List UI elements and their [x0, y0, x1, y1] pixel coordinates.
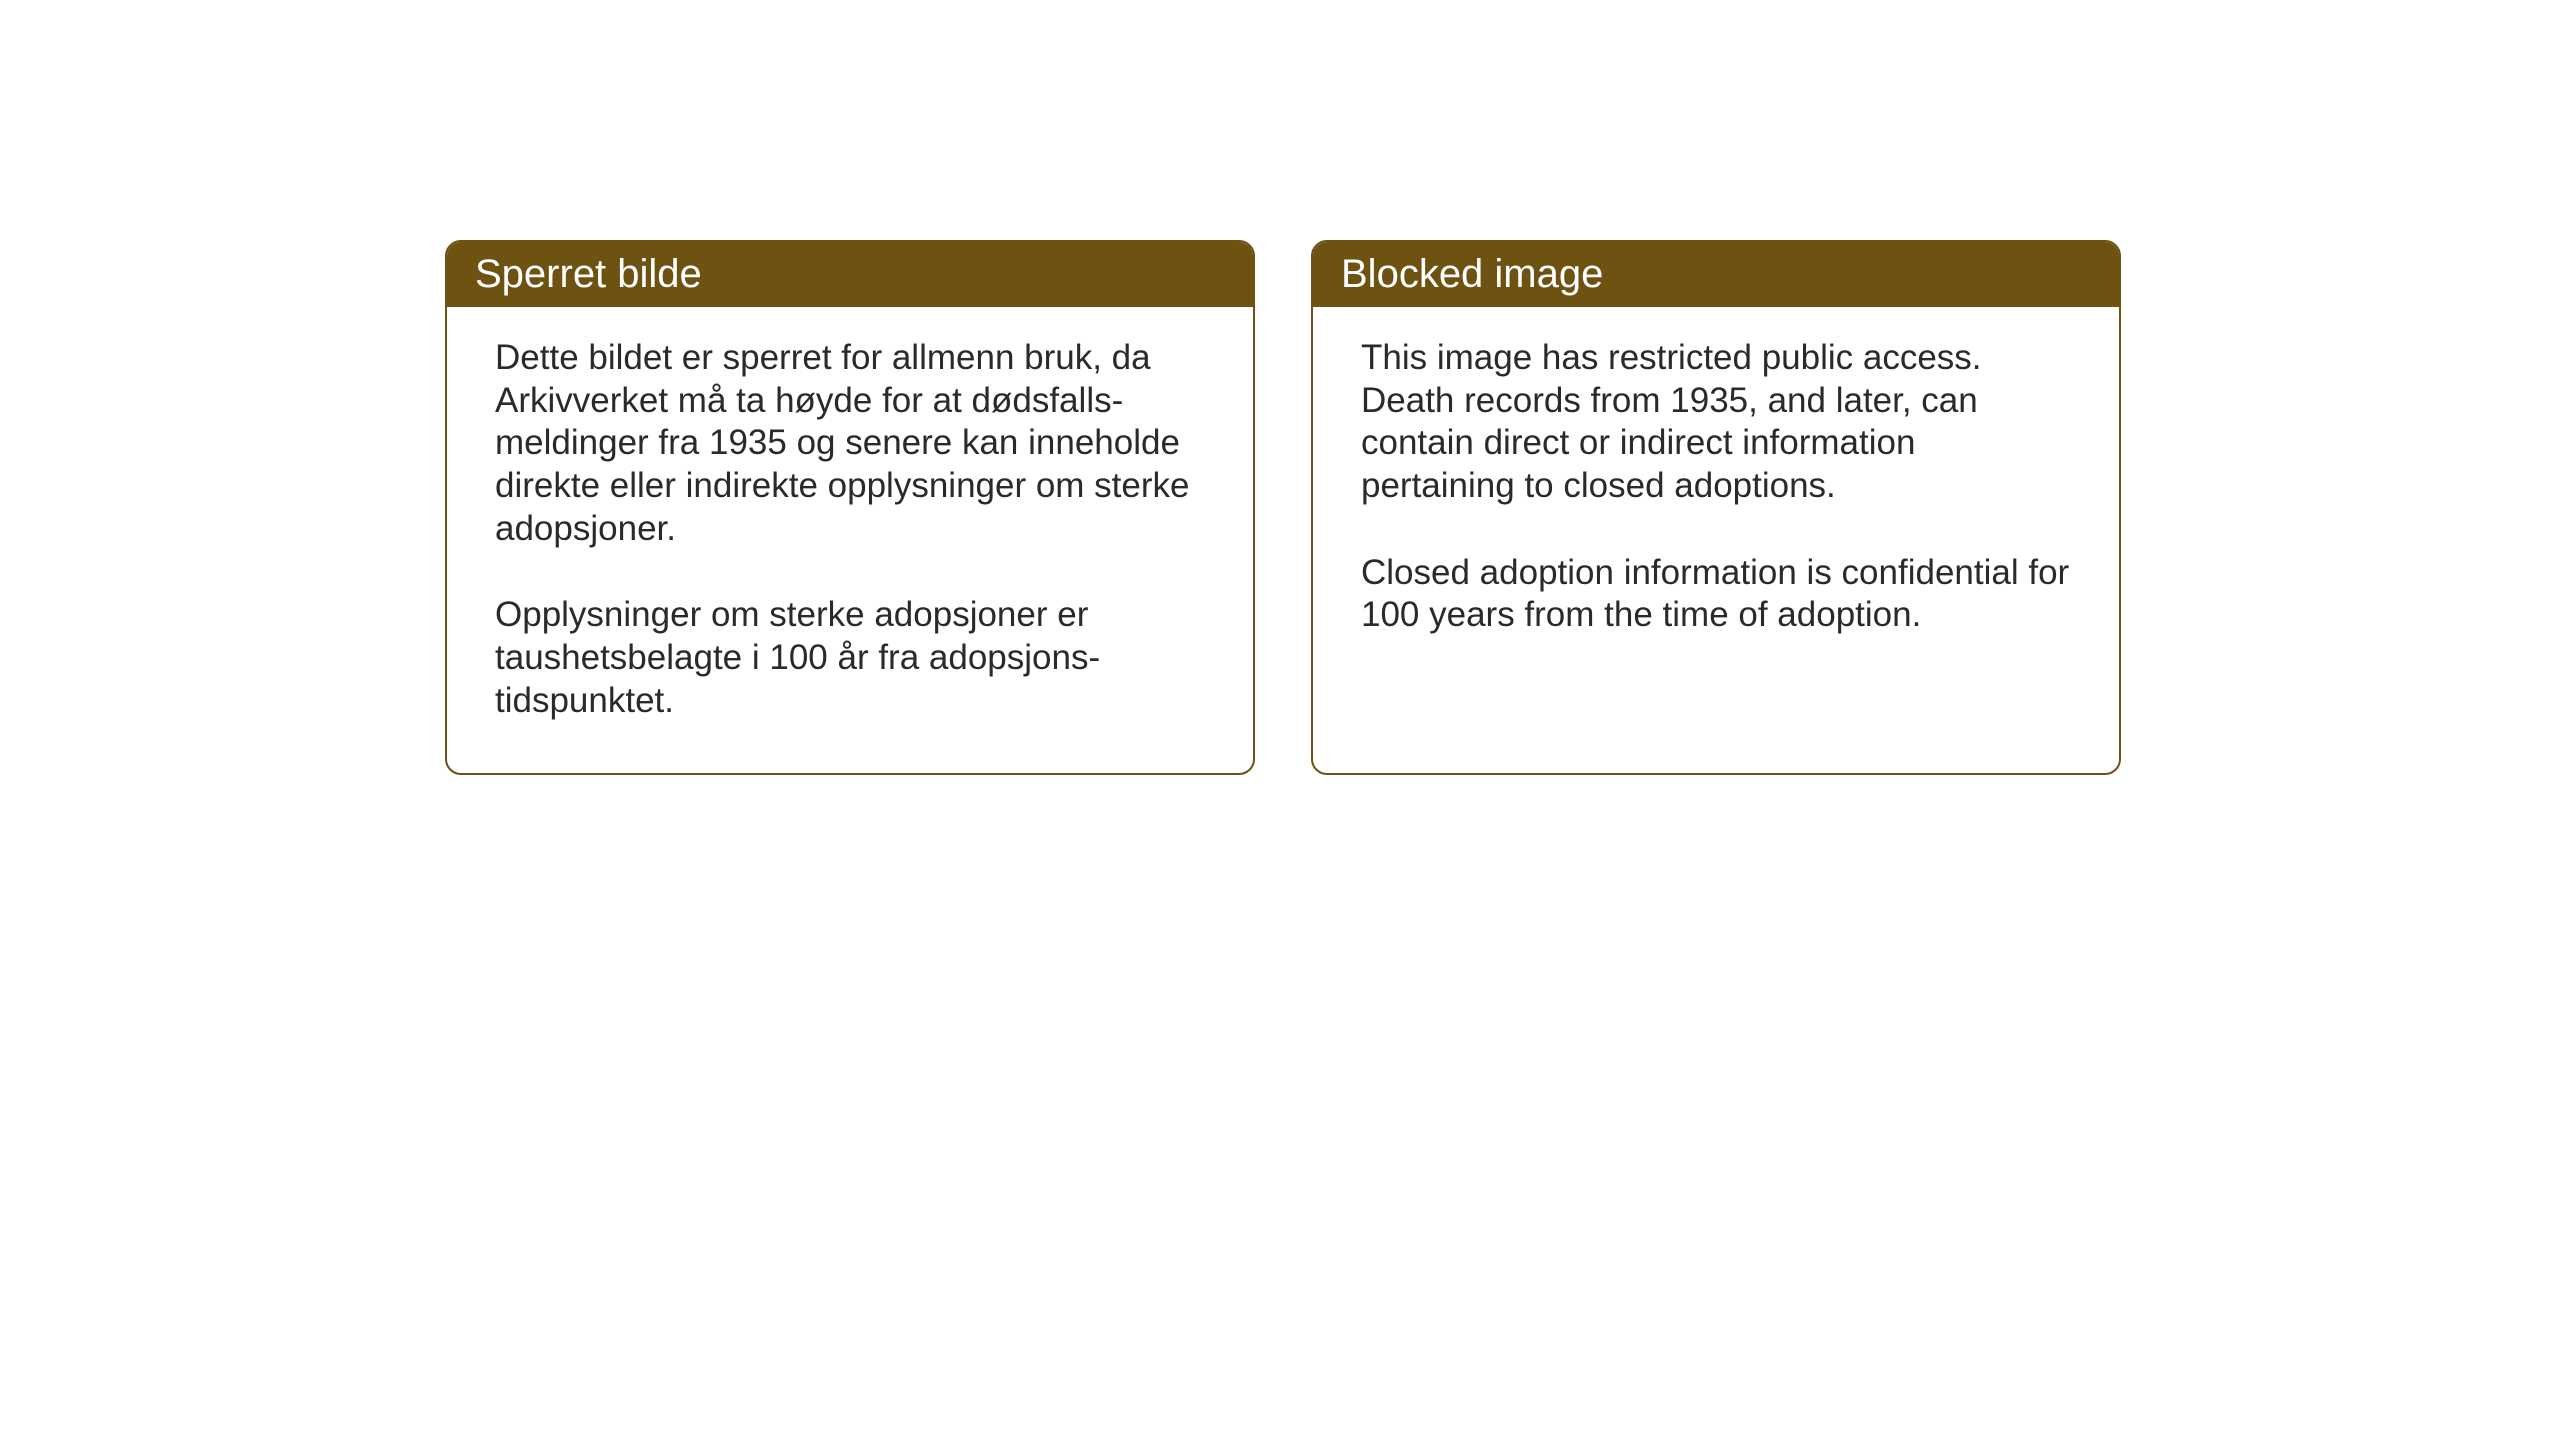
card-paragraph2-english: Closed adoption information is confident… [1361, 552, 2071, 637]
card-header-english: Blocked image [1313, 242, 2119, 307]
card-title-english: Blocked image [1341, 252, 1603, 296]
card-body-norwegian: Dette bildet er sperret for allmenn bruk… [447, 307, 1253, 773]
notice-container: Sperret bilde Dette bildet er sperret fo… [445, 240, 2121, 775]
notice-card-norwegian: Sperret bilde Dette bildet er sperret fo… [445, 240, 1255, 775]
card-title-norwegian: Sperret bilde [475, 252, 702, 296]
card-header-norwegian: Sperret bilde [447, 242, 1253, 307]
card-paragraph1-norwegian: Dette bildet er sperret for allmenn bruk… [495, 337, 1205, 550]
card-paragraph1-english: This image has restricted public access.… [1361, 337, 2071, 508]
card-paragraph2-norwegian: Opplysninger om sterke adopsjoner er tau… [495, 594, 1205, 722]
notice-card-english: Blocked image This image has restricted … [1311, 240, 2121, 775]
card-body-english: This image has restricted public access.… [1313, 307, 2119, 687]
